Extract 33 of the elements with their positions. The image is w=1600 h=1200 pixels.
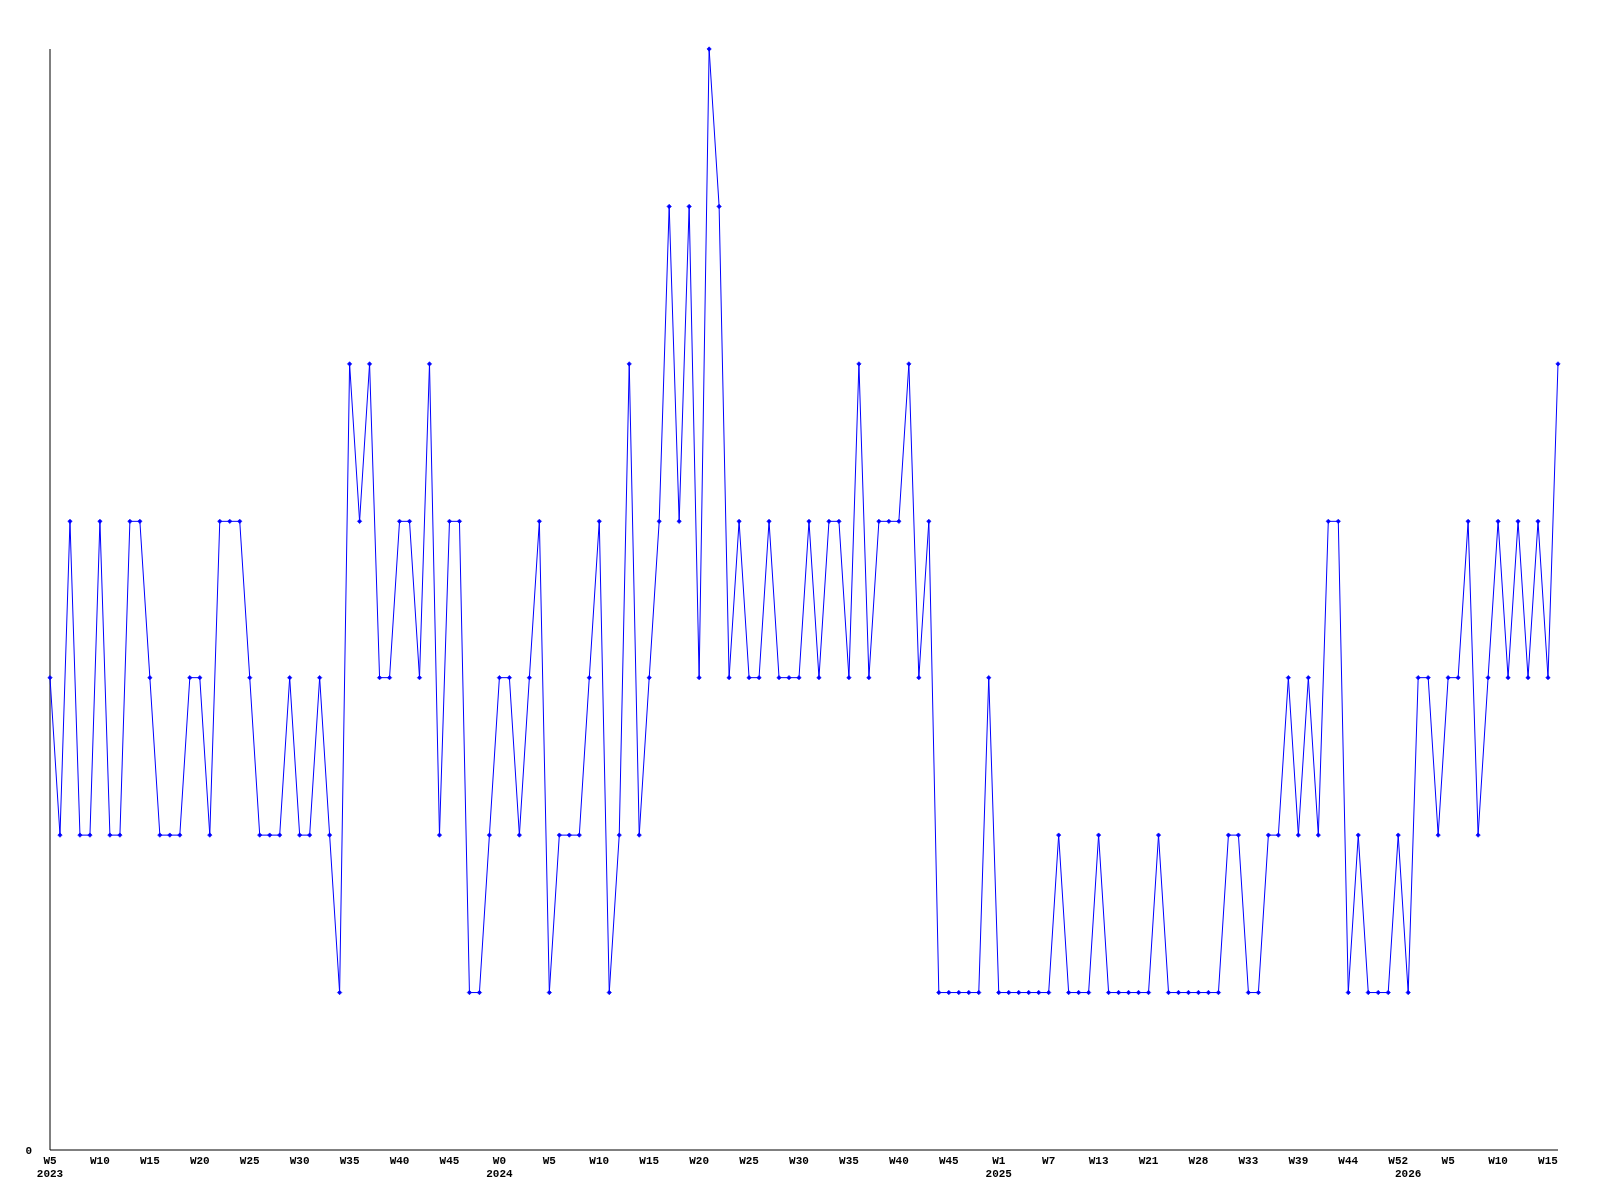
x-tick-label: W20	[189, 1155, 210, 1167]
x-tick-label: W28	[1188, 1155, 1209, 1167]
x-tick-label: W40	[389, 1155, 410, 1167]
x-tick-label: W30	[289, 1155, 310, 1167]
x-tick-label: W45	[439, 1155, 460, 1167]
x-tick-label: W7	[1042, 1155, 1056, 1167]
x-tick-label: W5 2023	[36, 1155, 64, 1180]
x-tick-label: 2026	[1395, 1168, 1422, 1180]
x-tick-label: W10	[589, 1155, 610, 1167]
x-tick-label: W10	[1488, 1155, 1508, 1167]
x-tick-label: W5	[1441, 1155, 1456, 1167]
x-tick-label: W40	[888, 1155, 909, 1167]
x-tick-label: W52	[1388, 1155, 1409, 1167]
text: 0	[25, 1145, 32, 1157]
x-tick-label: W21	[1138, 1155, 1159, 1167]
x-tick-label: W30	[789, 1155, 809, 1167]
x-tick-label: W15	[139, 1155, 161, 1167]
x-tick-label: W44	[1338, 1155, 1359, 1167]
x-tick-label: W25	[239, 1155, 261, 1167]
x-tick-label: W25	[739, 1155, 760, 1167]
x-tick-label: W45	[938, 1155, 960, 1167]
x-tick-label: W15	[1538, 1155, 1559, 1167]
x-tick-label: W35	[339, 1155, 360, 1167]
x-tick-label: W39	[1288, 1155, 1309, 1167]
x-tick-label: W20	[689, 1155, 710, 1167]
x-tick-label: W5	[542, 1155, 557, 1167]
x-tick-label: W1 2025	[985, 1155, 1013, 1180]
x-tick-label: W10	[90, 1155, 110, 1167]
x-tick-label: W0 2024	[486, 1155, 513, 1180]
x-tick-label: W13	[1088, 1155, 1109, 1167]
x-tick-label: W35	[839, 1155, 860, 1167]
x-tick-label: W33	[1238, 1155, 1259, 1167]
x-tick-label: W15	[639, 1155, 660, 1167]
